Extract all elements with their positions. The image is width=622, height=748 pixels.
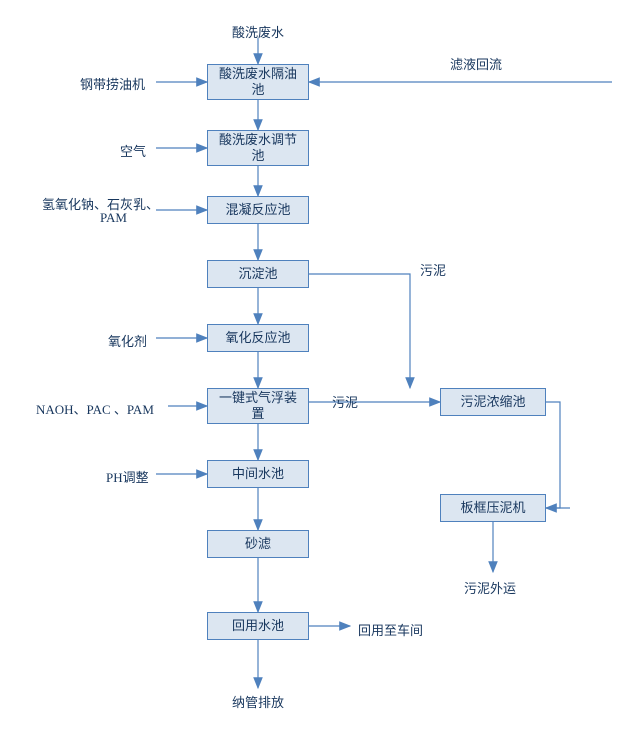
flowchart-node-n8: 砂滤 [207,530,309,558]
label-l2: 空气 [120,141,146,160]
flowchart-node-n5: 氧化反应池 [207,324,309,352]
label-l5: 氧化剂 [108,331,147,350]
flowchart-node-n7: 中间水池 [207,460,309,488]
label-r1: 滤液回流 [450,54,502,73]
label-r6: 污泥 [332,392,358,411]
label-top: 酸洗废水 [232,22,284,41]
flowchart-node-n4: 沉淀池 [207,260,309,288]
label-r4: 污泥 [420,260,446,279]
flowchart-node-n10: 污泥浓缩池 [440,388,546,416]
label-r9: 回用至车间 [358,620,423,639]
label-sludgeout: 污泥外运 [464,578,516,597]
label-l6: NAOH、PAC 、PAM [36,399,154,418]
flowchart-node-n1: 酸洗废水隔油池 [207,64,309,100]
flowchart-node-n3: 混凝反应池 [207,196,309,224]
flowchart-node-n2: 酸洗废水调节池 [207,130,309,166]
flowchart-node-n9: 回用水池 [207,612,309,640]
label-bottom: 纳管排放 [232,692,284,711]
arrow [309,274,410,388]
arrow-layer [0,0,622,748]
arrow [546,402,560,508]
flowchart-node-n11: 板框压泥机 [440,494,546,522]
label-l1: 钢带捞油机 [80,74,145,93]
label-l3b: PAM [100,210,127,226]
label-l7: PH调整 [106,467,149,486]
flowchart-node-n6: 一键式气浮装置 [207,388,309,424]
